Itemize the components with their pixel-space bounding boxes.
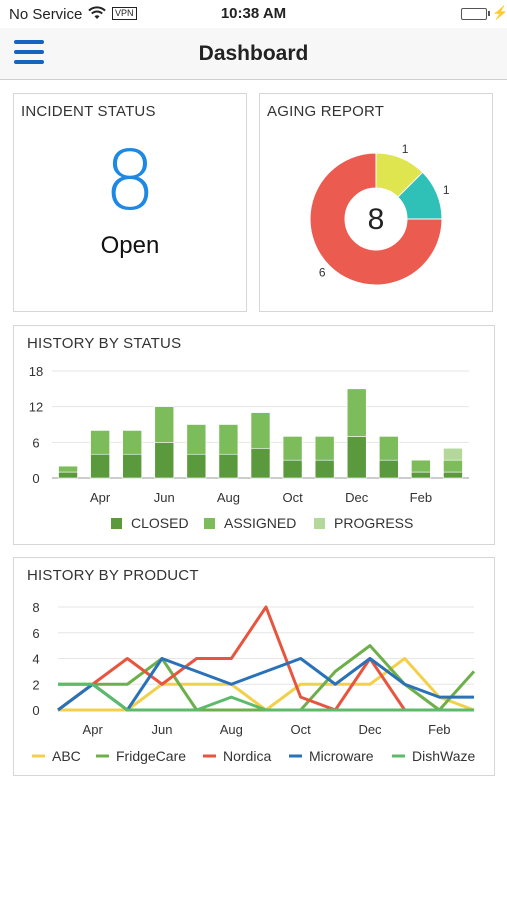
status-bar-segment <box>314 436 335 461</box>
nav-bar: Dashboard <box>0 28 507 80</box>
aging-center-total: 8 <box>368 203 385 236</box>
status-x-tick: Feb <box>410 490 432 505</box>
status-bar-segment <box>443 459 463 473</box>
battery-tip <box>488 11 490 16</box>
incident-status-title: INCIDENT STATUS <box>21 103 156 120</box>
history-by-product-card[interactable]: HISTORY BY PRODUCT 0 2 4 6 8 Apr Jun Aug Oct Dec F… <box>13 557 495 776</box>
product-y-tick: 6 <box>32 626 39 641</box>
status-bar-segment <box>154 442 175 479</box>
status-x-tick: Jun <box>154 490 175 505</box>
status-x-tick: Oct <box>282 490 303 505</box>
product-legend-label: Nordica <box>223 748 271 764</box>
status-bar-segment <box>443 447 463 461</box>
status-legend-label: ASSIGNED <box>224 515 296 531</box>
product-y-tick: 0 <box>32 703 39 718</box>
status-bar-segment <box>314 459 335 479</box>
aging-slice <box>309 152 443 286</box>
status-legend-swatch <box>204 518 215 529</box>
status-bar-segment <box>218 453 239 479</box>
status-bar-segment <box>122 453 142 479</box>
status-bar-segment <box>379 436 399 461</box>
clock: 10:38 AM <box>220 5 287 22</box>
product-x-tick: Feb <box>428 722 450 737</box>
aging-slice-label: 6 <box>319 266 326 280</box>
product-legend-label: ABC <box>52 748 81 764</box>
status-legend-swatch <box>111 518 122 529</box>
product-legend-label: Microware <box>309 748 374 764</box>
status-legend-label: PROGRESS <box>334 515 413 531</box>
history-by-status-chart[interactable]: 0 6 12 18 Apr Jun Aug Oct Dec Feb CLOSED ASSIGNED PR… <box>14 326 494 544</box>
status-x-tick: Dec <box>345 490 369 505</box>
status-bar-segment <box>90 430 110 455</box>
product-x-tick: Oct <box>291 722 312 737</box>
aging-report-card[interactable]: AGING REPORT 1 1 6 8 <box>259 93 493 312</box>
status-bar-segment <box>250 447 271 479</box>
battery-icon <box>461 8 487 20</box>
history-by-status-card[interactable]: HISTORY BY STATUS 0 6 12 18 Apr Jun Aug Oct Dec F… <box>13 325 495 545</box>
status-legend-swatch <box>314 518 325 529</box>
product-series-line <box>58 682 474 712</box>
status-y-tick: 18 <box>29 364 43 379</box>
status-bar-segment <box>250 412 271 449</box>
status-bar-segment <box>443 471 463 479</box>
status-x-tick: Apr <box>90 490 111 505</box>
page-title: Dashboard <box>198 42 309 65</box>
status-bar-segment <box>379 459 399 479</box>
charging-bolt-icon: ⚡ <box>492 5 507 20</box>
status-bar: No Service VPN 10:38 AM ⚡ <box>0 0 507 28</box>
status-bar-segment <box>346 436 367 479</box>
status-bar-segment <box>58 471 78 479</box>
product-y-tick: 2 <box>32 677 39 692</box>
history-by-status-title: HISTORY BY STATUS <box>27 335 182 352</box>
aging-donut-chart[interactable]: 1 1 6 8 <box>260 94 492 311</box>
wifi-icon <box>88 6 106 19</box>
status-bar-segment <box>411 459 431 473</box>
status-y-tick: 12 <box>29 400 43 415</box>
status-bar-segment <box>58 465 78 473</box>
history-by-product-title: HISTORY BY PRODUCT <box>27 567 199 584</box>
open-incident-count: 8 <box>103 134 157 229</box>
history-by-product-chart[interactable]: 0 2 4 6 8 Apr Jun Aug Oct Dec Feb ABC FridgeCare Nord… <box>14 558 494 775</box>
status-bar-segment <box>346 388 367 437</box>
product-y-tick: 4 <box>32 652 39 667</box>
product-x-tick: Aug <box>220 722 243 737</box>
status-y-tick: 0 <box>32 471 39 486</box>
vpn-badge: VPN <box>112 7 137 20</box>
status-bar-segment <box>282 459 303 479</box>
product-series-line <box>58 644 476 712</box>
status-bar-segment <box>186 453 207 479</box>
status-bar-segment <box>186 424 207 455</box>
product-legend-label: FridgeCare <box>116 748 186 764</box>
product-legend-label: DishWaze <box>412 748 475 764</box>
status-x-tick: Aug <box>217 490 240 505</box>
status-bar-segment <box>122 430 142 455</box>
product-y-tick: 8 <box>32 600 39 615</box>
status-bar-segment <box>218 424 239 455</box>
aging-report-title: AGING REPORT <box>267 103 385 120</box>
status-bar-segment <box>282 436 303 461</box>
aging-slice-label: 1 <box>402 142 409 156</box>
status-legend-label: CLOSED <box>131 515 189 531</box>
status-bar-segment <box>90 453 110 479</box>
status-bar-segment <box>411 471 431 479</box>
status-y-tick: 6 <box>32 435 39 450</box>
product-x-tick: Dec <box>358 722 382 737</box>
open-incident-label: Open <box>100 232 160 259</box>
carrier-label: No Service <box>9 6 83 23</box>
hamburger-menu-icon[interactable] <box>14 40 44 66</box>
product-x-tick: Apr <box>83 722 104 737</box>
incident-status-card[interactable]: INCIDENT STATUS 8 Open <box>13 93 247 312</box>
product-x-tick: Jun <box>152 722 173 737</box>
aging-slice-label: 1 <box>443 183 450 197</box>
status-bar-segment <box>154 406 175 443</box>
